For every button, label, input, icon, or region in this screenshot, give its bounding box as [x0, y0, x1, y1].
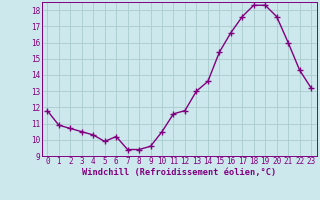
X-axis label: Windchill (Refroidissement éolien,°C): Windchill (Refroidissement éolien,°C) — [82, 168, 276, 177]
